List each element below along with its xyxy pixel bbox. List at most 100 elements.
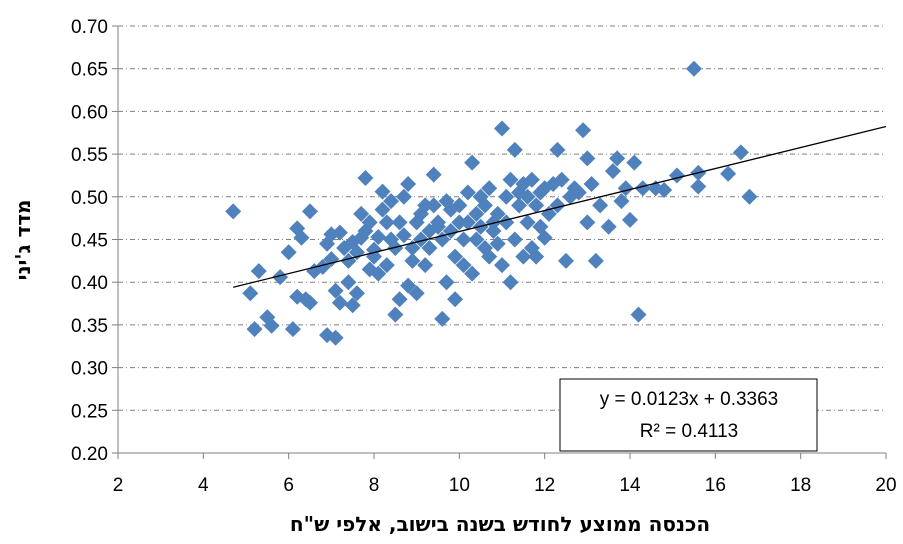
data-point-diamond — [417, 197, 434, 214]
data-point-diamond — [617, 180, 634, 197]
data-point-diamond — [622, 211, 638, 228]
data-point-diamond — [485, 222, 502, 239]
data-point-diamond — [604, 163, 621, 180]
x-tick-label: 18 — [790, 475, 811, 496]
x-axis-title: הכנסה ממוצע לחודש בשנה בישוב, אלפי ש"ח — [290, 512, 710, 536]
data-point-diamond — [489, 205, 506, 222]
data-point-diamond — [421, 240, 438, 257]
data-point-diamond — [656, 181, 673, 198]
data-point-diamond — [741, 188, 758, 205]
data-point-diamond — [558, 252, 574, 269]
trendline-segment — [233, 125, 887, 288]
data-point-diamond — [600, 218, 617, 235]
data-point-diamond — [391, 214, 408, 231]
data-point-diamond — [340, 274, 357, 291]
x-tick-label: 10 — [449, 475, 470, 496]
data-point-diamond — [400, 175, 417, 192]
data-point-diamond — [451, 214, 468, 231]
r-squared-label: R² = 0.4113 — [640, 421, 738, 442]
data-point-diamond — [528, 248, 545, 265]
data-point-diamond — [370, 265, 387, 282]
data-point-diamond — [626, 154, 643, 171]
x-tick-label: 12 — [534, 475, 555, 496]
data-point-diamond — [378, 257, 395, 274]
data-point-diamond — [404, 252, 421, 269]
x-tick-label: 2 — [113, 475, 124, 496]
data-point-diamond — [314, 258, 331, 275]
data-point-diamond — [357, 170, 374, 187]
data-point-diamond — [613, 193, 630, 210]
data-point-diamond — [370, 228, 387, 245]
data-point-diamond — [387, 240, 404, 257]
data-point-diamond — [378, 214, 395, 231]
data-point-diamond — [523, 240, 540, 257]
data-point-diamond — [412, 231, 429, 248]
data-point-diamond — [434, 231, 451, 248]
y-tick-label: 0.25 — [71, 401, 108, 422]
data-point-diamond — [361, 214, 378, 231]
data-point-diamond — [340, 252, 357, 269]
data-point-diamond — [583, 175, 600, 192]
data-point-diamond — [553, 171, 570, 188]
y-tick-label: 0.30 — [71, 359, 108, 380]
y-tick-labels: 0.20 0.25 0.30 0.35 0.40 0.45 0.50 0.55 0.60 0.65… — [71, 17, 108, 465]
data-points — [225, 60, 758, 346]
data-point-diamond — [293, 229, 310, 246]
data-point-diamond — [549, 141, 566, 158]
data-point-diamond — [502, 171, 519, 188]
data-point-diamond — [400, 277, 417, 294]
data-point-diamond — [387, 306, 404, 323]
data-point-diamond — [476, 197, 493, 214]
data-point-diamond — [430, 214, 446, 231]
data-point-diamond — [263, 317, 280, 334]
data-point-diamond — [374, 183, 391, 200]
data-point-diamond — [519, 188, 536, 205]
data-point-diamond — [344, 297, 361, 314]
data-point-diamond — [690, 178, 707, 195]
data-point-diamond — [353, 205, 370, 222]
data-point-diamond — [489, 235, 506, 252]
data-point-diamond — [464, 154, 481, 171]
x-tick-label: 4 — [198, 475, 209, 496]
data-point-diamond — [476, 240, 493, 257]
data-point-diamond — [506, 141, 523, 158]
data-point-diamond — [225, 203, 242, 220]
y-tick-label: 0.35 — [71, 316, 108, 337]
y-tick-label: 0.50 — [71, 188, 108, 209]
y-axis-title: מדד ג'יני — [11, 200, 35, 281]
y-tick-label: 0.70 — [71, 17, 108, 38]
data-point-diamond — [634, 180, 651, 197]
data-point-diamond — [425, 166, 442, 183]
data-point-diamond — [348, 285, 365, 302]
data-point-diamond — [459, 214, 476, 231]
data-point-diamond — [630, 306, 647, 323]
data-point-diamond — [592, 197, 609, 214]
data-point-diamond — [284, 321, 301, 338]
data-point-diamond — [579, 150, 596, 167]
y-tick-label: 0.40 — [71, 273, 108, 294]
x-tick-labels: 2 4 6 8 10 12 14 16 18 20 — [113, 475, 897, 496]
data-point-diamond — [395, 227, 412, 244]
data-point-diamond — [459, 184, 476, 201]
data-point-diamond — [720, 165, 737, 182]
data-point-diamond — [549, 197, 566, 214]
data-point-diamond — [686, 60, 702, 77]
data-point-diamond — [451, 197, 468, 214]
data-point-diamond — [579, 214, 596, 231]
data-point-diamond — [331, 224, 348, 241]
x-tick-label: 16 — [705, 475, 726, 496]
data-point-diamond — [506, 231, 523, 248]
data-point-diamond — [468, 205, 485, 222]
data-point-diamond — [417, 257, 434, 274]
x-tick-label: 6 — [283, 475, 294, 496]
y-tick-label: 0.65 — [71, 60, 108, 81]
data-point-diamond — [455, 257, 472, 274]
data-point-diamond — [280, 244, 297, 261]
data-point-diamond — [327, 282, 344, 299]
data-point-diamond — [425, 197, 442, 214]
data-point-diamond — [464, 265, 481, 282]
data-point-diamond — [391, 291, 408, 308]
data-point-diamond — [494, 257, 510, 274]
data-point-diamond — [502, 274, 519, 291]
